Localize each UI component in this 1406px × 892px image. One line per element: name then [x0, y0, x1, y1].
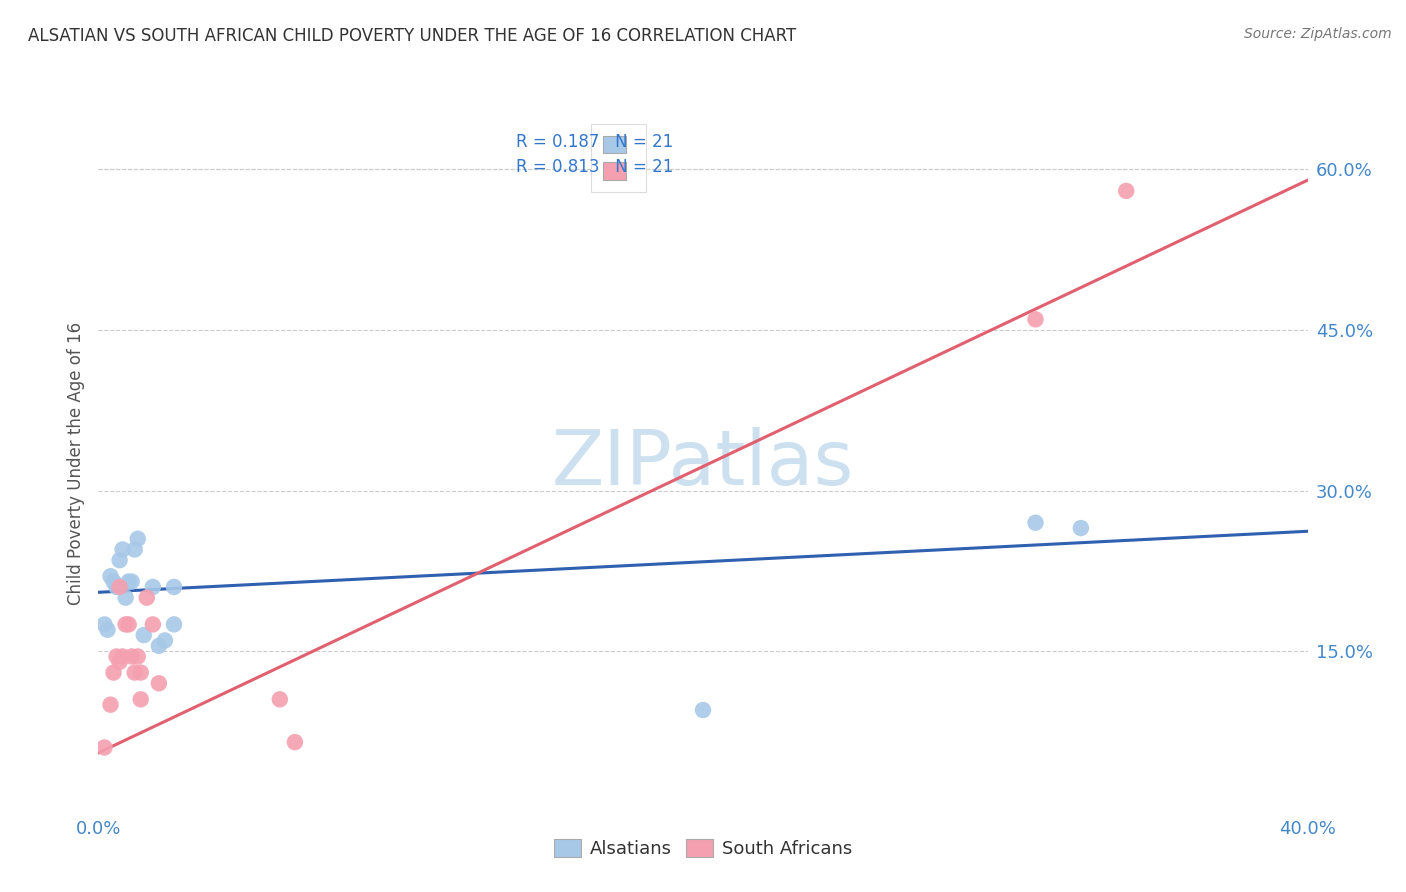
- Point: [114, 617, 136, 632]
- Point: [124, 542, 146, 557]
- Point: [111, 649, 134, 664]
- Point: [1024, 312, 1046, 326]
- Legend: Alsatians, South Africans: Alsatians, South Africans: [547, 831, 859, 865]
- Point: [103, 574, 125, 589]
- Point: [163, 617, 186, 632]
- Text: Source: ZipAtlas.com: Source: ZipAtlas.com: [1244, 27, 1392, 41]
- Point: [153, 633, 176, 648]
- Point: [105, 649, 128, 664]
- Point: [103, 665, 125, 680]
- Point: [93, 617, 115, 632]
- Point: [284, 735, 307, 749]
- Point: [108, 553, 131, 567]
- Point: [100, 698, 122, 712]
- Point: [96, 623, 118, 637]
- Point: [121, 574, 143, 589]
- Point: [129, 665, 152, 680]
- Point: [100, 569, 122, 583]
- Text: ALSATIAN VS SOUTH AFRICAN CHILD POVERTY UNDER THE AGE OF 16 CORRELATION CHART: ALSATIAN VS SOUTH AFRICAN CHILD POVERTY …: [28, 27, 796, 45]
- Point: [127, 649, 149, 664]
- Point: [105, 580, 128, 594]
- Point: [148, 676, 170, 690]
- Point: [93, 740, 115, 755]
- Point: [142, 617, 165, 632]
- Point: [127, 532, 149, 546]
- Point: [142, 580, 165, 594]
- Point: [114, 591, 136, 605]
- Y-axis label: Child Poverty Under the Age of 16: Child Poverty Under the Age of 16: [66, 322, 84, 606]
- Point: [1115, 184, 1137, 198]
- Text: R = 0.187   N = 21: R = 0.187 N = 21: [516, 134, 673, 152]
- Point: [124, 665, 146, 680]
- Point: [148, 639, 170, 653]
- Point: [135, 591, 157, 605]
- Point: [108, 580, 131, 594]
- Point: [132, 628, 155, 642]
- Point: [129, 692, 152, 706]
- Point: [118, 574, 141, 589]
- Point: [108, 655, 131, 669]
- Point: [1024, 516, 1046, 530]
- Point: [121, 649, 143, 664]
- Point: [118, 617, 141, 632]
- Point: [692, 703, 714, 717]
- Text: ZIPatlas: ZIPatlas: [551, 427, 855, 500]
- Point: [1070, 521, 1092, 535]
- Text: R = 0.813   N = 21: R = 0.813 N = 21: [516, 158, 673, 176]
- Point: [269, 692, 291, 706]
- Point: [111, 542, 134, 557]
- Point: [163, 580, 186, 594]
